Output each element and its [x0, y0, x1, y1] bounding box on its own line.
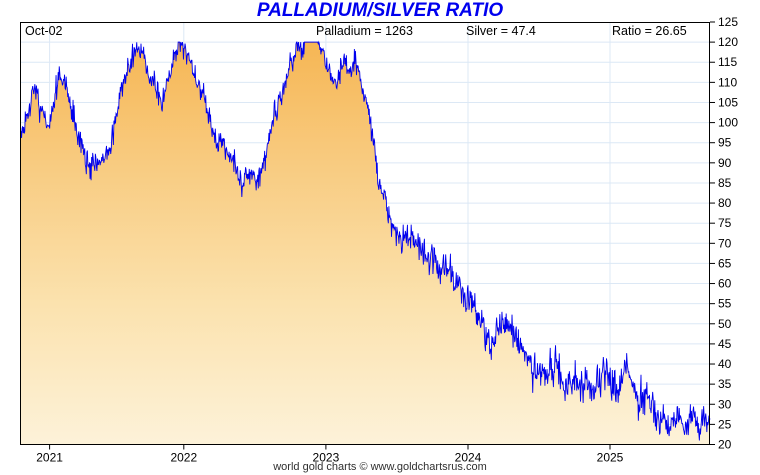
svg-text:2023: 2023	[313, 451, 340, 465]
svg-text:45: 45	[718, 337, 732, 351]
svg-text:70: 70	[718, 236, 732, 250]
svg-text:80: 80	[718, 196, 732, 210]
svg-text:20: 20	[718, 438, 732, 452]
svg-text:30: 30	[718, 397, 732, 411]
svg-text:2022: 2022	[170, 451, 197, 465]
svg-text:60: 60	[718, 277, 732, 291]
svg-text:90: 90	[718, 156, 732, 170]
svg-text:100: 100	[718, 116, 738, 130]
svg-text:115: 115	[718, 55, 737, 69]
svg-text:40: 40	[718, 357, 732, 371]
svg-text:105: 105	[718, 95, 738, 109]
svg-text:65: 65	[718, 256, 732, 270]
svg-text:120: 120	[718, 35, 738, 49]
svg-text:2025: 2025	[597, 451, 624, 465]
svg-text:75: 75	[718, 216, 732, 230]
svg-text:2024: 2024	[455, 451, 482, 465]
svg-text:25: 25	[718, 417, 732, 431]
svg-text:35: 35	[718, 377, 732, 391]
svg-text:55: 55	[718, 297, 732, 311]
svg-text:95: 95	[718, 136, 732, 150]
svg-text:50: 50	[718, 317, 732, 331]
svg-text:110: 110	[718, 75, 737, 89]
svg-text:125: 125	[718, 15, 738, 29]
svg-text:85: 85	[718, 176, 732, 190]
svg-text:2021: 2021	[36, 451, 63, 465]
